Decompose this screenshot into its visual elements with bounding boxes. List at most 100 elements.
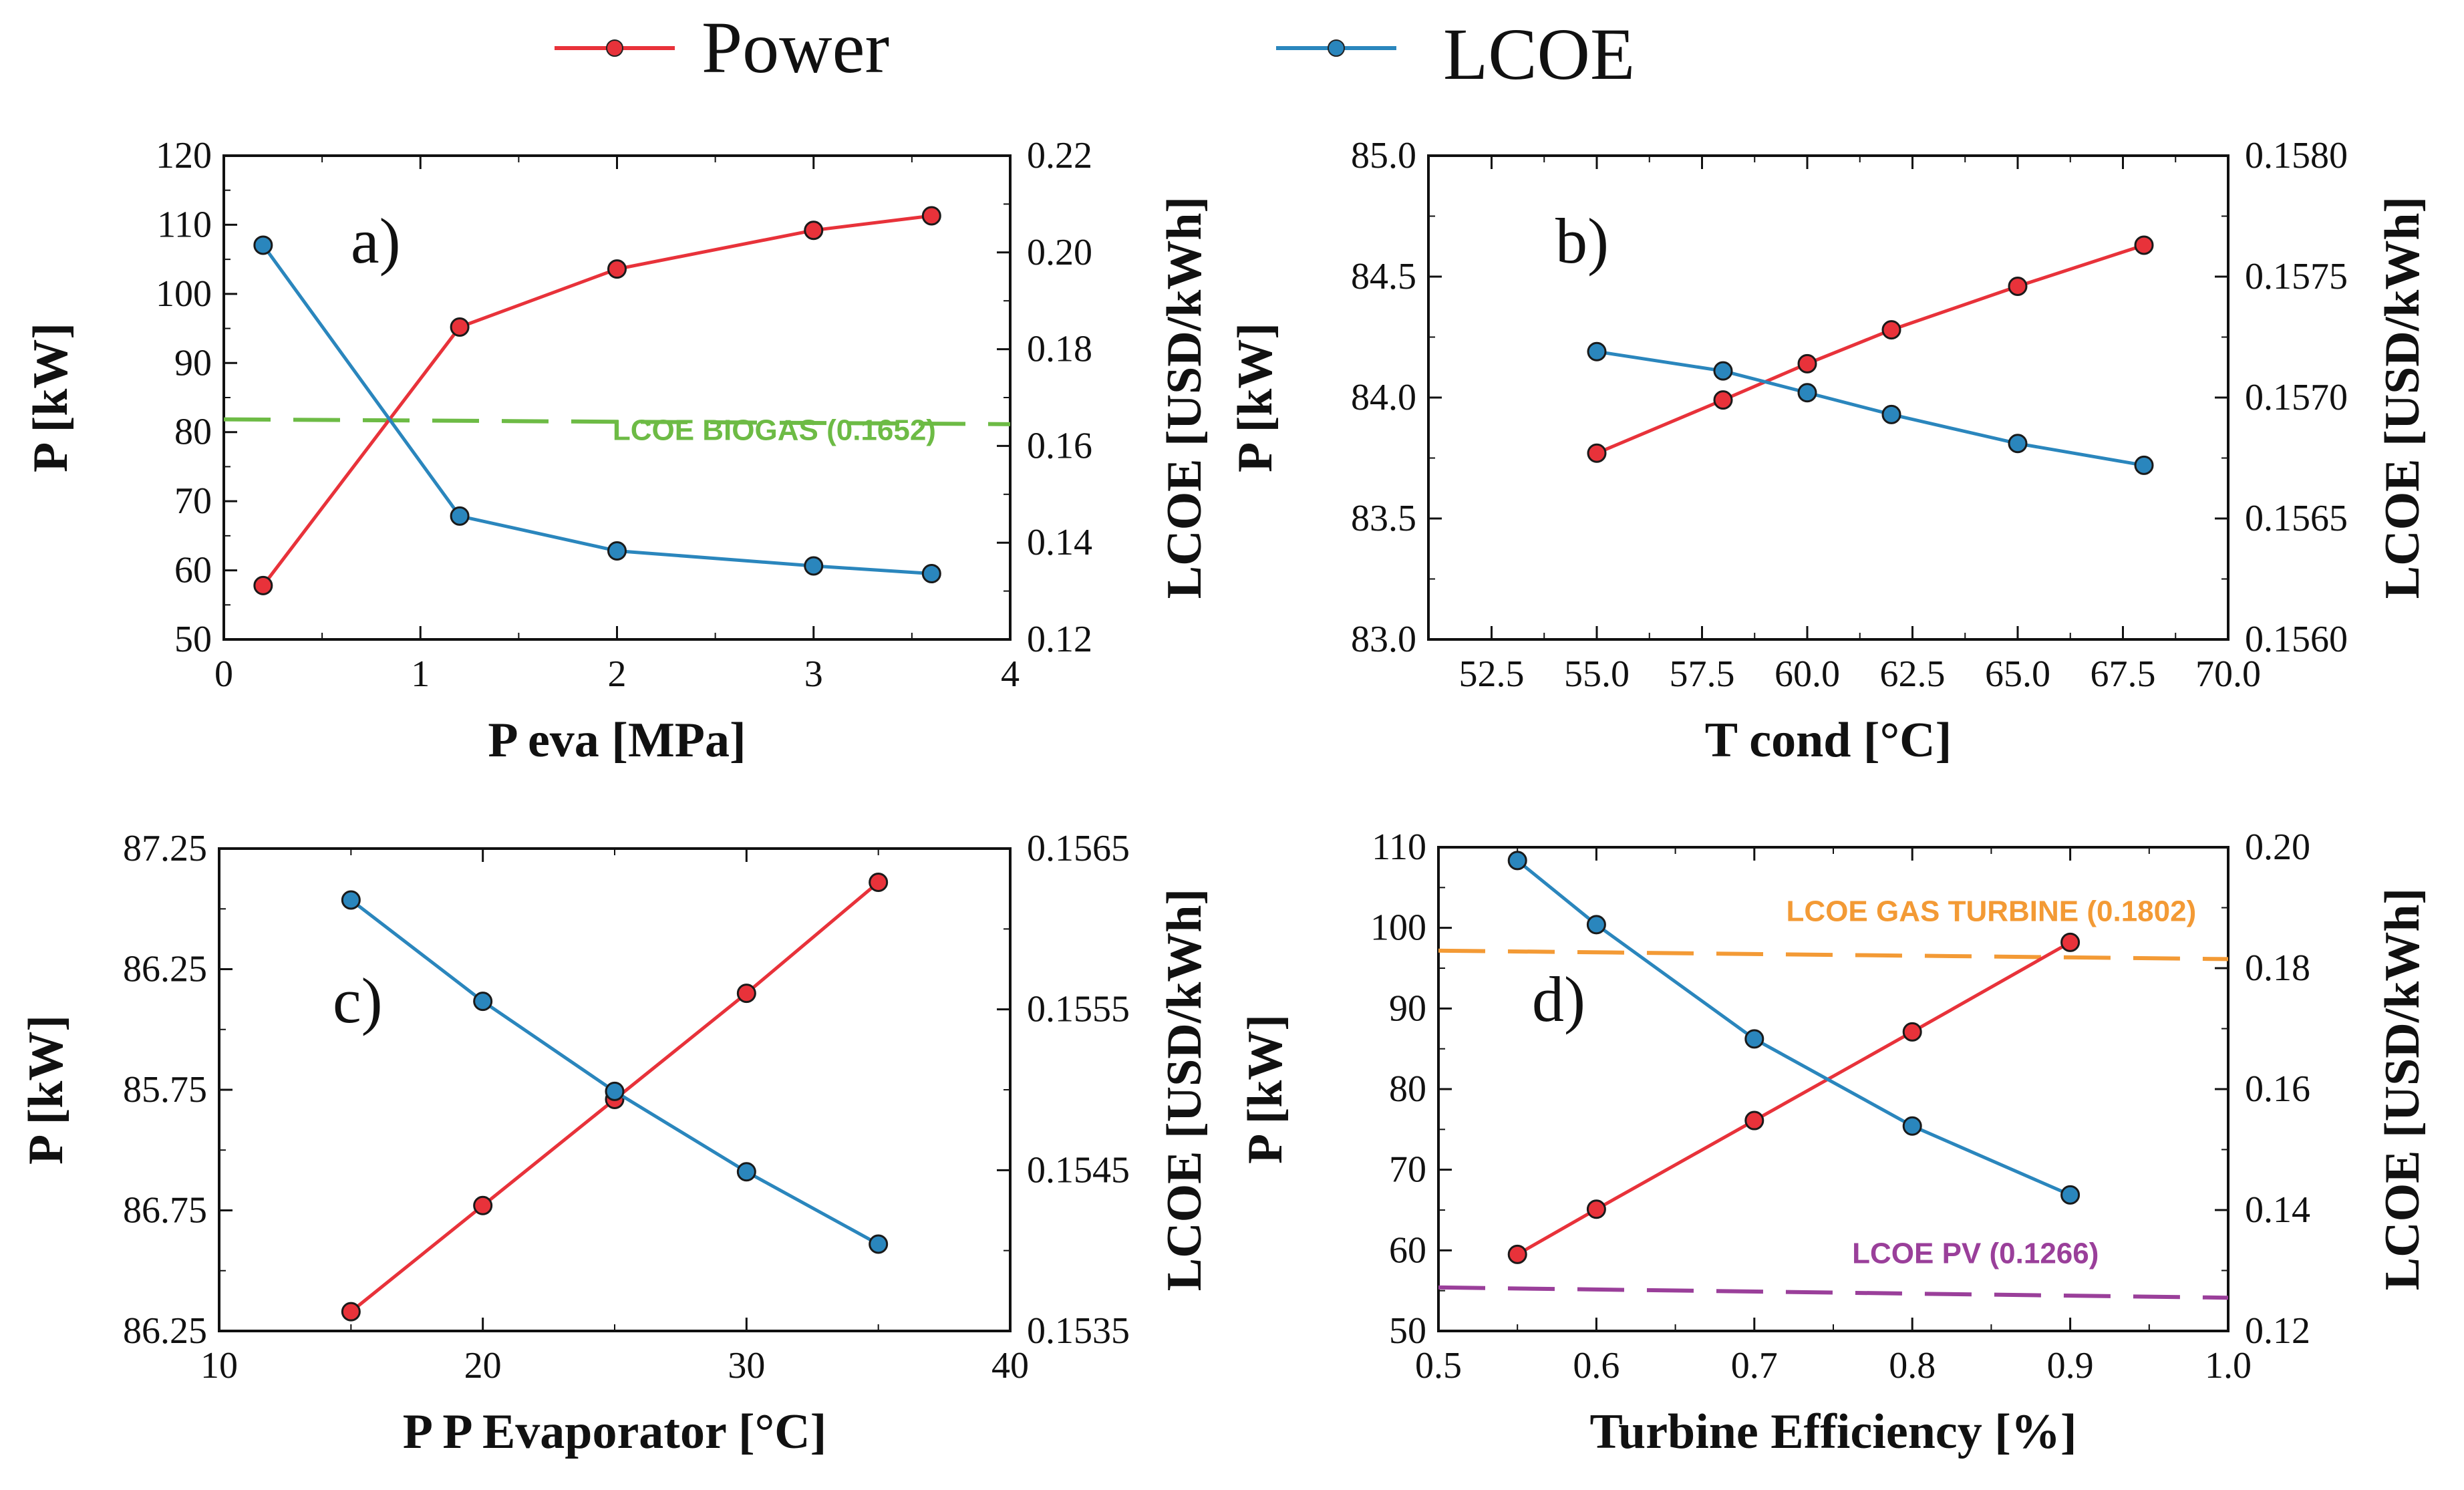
series-line-lcoe	[261, 244, 932, 576]
x-tick-label: 3	[804, 653, 823, 695]
y-tick-label: 80	[1389, 1068, 1426, 1110]
y2-tick-label: 0.16	[1027, 425, 1092, 466]
reference-line	[1438, 1285, 2229, 1300]
panel-label: c)	[333, 965, 383, 1036]
x-axis-title: P P Evaporator [°C]	[403, 1404, 827, 1459]
series-line-lcoe	[349, 899, 879, 1246]
y2-tick-label: 0.1560	[2245, 619, 2348, 660]
data-point-lcoe	[2060, 1185, 2081, 1205]
reference-label: LCOE PV (0.1266)	[1852, 1237, 2099, 1270]
y-tick-label: 60	[1389, 1229, 1426, 1271]
y2-tick-label: 0.18	[1027, 329, 1092, 370]
data-point-power	[1744, 1110, 1764, 1131]
x-tick-label: 60.0	[1775, 653, 1840, 695]
data-point-power	[804, 220, 824, 241]
x-tick-label: 1.0	[2205, 1345, 2252, 1386]
x-axis-title: T cond [°C]	[1705, 713, 1952, 768]
data-point-power	[253, 575, 273, 595]
data-point-lcoe	[804, 556, 824, 576]
panel-label: b)	[1555, 205, 1609, 277]
data-point-power	[921, 206, 941, 226]
y2-tick-label: 0.22	[1027, 135, 1092, 176]
data-point-lcoe	[607, 541, 627, 561]
x-tick-label: 70.0	[2195, 653, 2261, 695]
series-line-lcoe	[1596, 349, 2145, 467]
x-tick-label: 20	[464, 1345, 502, 1386]
data-point-lcoe	[450, 506, 470, 526]
y-tick-label: 80	[174, 412, 212, 453]
data-point-power	[341, 1302, 361, 1322]
data-point-power	[1507, 1244, 1527, 1264]
data-point-lcoe	[1586, 915, 1606, 935]
legend-power-marker	[606, 39, 623, 57]
y-tick-label: 50	[174, 619, 212, 660]
x-tick-label: 0	[214, 653, 233, 695]
legend-lcoe-label: LCOE	[1443, 13, 1635, 95]
y-tick-label: 70	[1389, 1149, 1426, 1191]
y2-tick-label: 0.1575	[2245, 256, 2348, 297]
y-tick-label: 70	[174, 480, 212, 522]
panel-label: d)	[1532, 963, 1585, 1035]
y-tick-label: 86.25	[123, 949, 207, 990]
data-point-lcoe	[1713, 361, 1733, 381]
data-point-lcoe	[341, 890, 361, 910]
y-tick-label: 86.75	[123, 1190, 207, 1231]
data-point-power	[473, 1195, 493, 1215]
data-point-lcoe	[869, 1234, 889, 1254]
data-point-power	[1902, 1022, 1922, 1042]
y-axis-title: P [kW]	[23, 323, 78, 472]
x-axis-title: Turbine Efficiency [%]	[1589, 1404, 2076, 1459]
x-tick-label: 2	[608, 653, 627, 695]
y-tick-label: 85.0	[1351, 135, 1416, 176]
x-tick-label: 4	[1001, 653, 1020, 695]
x-tick-label: 67.5	[2091, 653, 2156, 695]
y2-axis-title: LCOE [USD/kWh]	[2375, 888, 2430, 1290]
y2-tick-label: 0.1545	[1027, 1149, 1130, 1191]
data-point-lcoe	[736, 1162, 756, 1182]
x-tick-label: 57.5	[1670, 653, 1735, 695]
x-tick-label: 40	[991, 1345, 1029, 1386]
y-tick-label: 83.5	[1351, 498, 1416, 539]
y2-tick-label: 0.16	[2245, 1068, 2310, 1110]
x-tick-label: 62.5	[1880, 653, 1946, 695]
data-point-power	[2008, 276, 2028, 296]
legend-lcoe-marker	[1328, 39, 1345, 57]
data-point-power	[1587, 443, 1607, 463]
data-point-lcoe	[253, 235, 273, 255]
y-tick-label: 120	[156, 135, 212, 176]
data-point-power	[1713, 390, 1733, 410]
y2-tick-label: 0.1570	[2245, 377, 2348, 418]
y-tick-label: 90	[1389, 988, 1426, 1029]
chart-b: 52.5 55.0 57.5 60.0 62.5 65.0 67.5 70.0 83.0 83.5…	[1228, 135, 2430, 768]
y-tick-label: 100	[1370, 907, 1426, 949]
y2-tick-label: 0.20	[2245, 827, 2310, 868]
series-line-power	[1596, 243, 2145, 455]
y-tick-label: 60	[174, 550, 212, 591]
data-point-lcoe	[2134, 455, 2154, 475]
chart-panels: 0 1 2 3 4 50 60 70 80 90 100 110 120 0.12 0.14 0.16 0.18…	[19, 135, 2430, 1459]
y-tick-label: 90	[174, 342, 212, 384]
y2-axis-title: LCOE [USD/kWh]	[1157, 889, 1212, 1291]
data-point-lcoe	[1744, 1029, 1764, 1049]
chart-c: 10 20 30 40 86.25 86.75 85.75 86.25 87.25 0.1535 0…	[19, 828, 1212, 1459]
x-tick-label: 10	[200, 1345, 238, 1386]
panel-label: a)	[351, 205, 401, 277]
y-tick-label: 50	[1389, 1310, 1426, 1352]
y2-tick-label: 0.1555	[1027, 989, 1130, 1030]
y-tick-label: 84.0	[1351, 377, 1416, 418]
data-point-power	[869, 873, 889, 893]
x-tick-label: 55.0	[1564, 653, 1630, 695]
y2-tick-label: 0.12	[1027, 619, 1092, 660]
data-point-lcoe	[605, 1081, 625, 1101]
data-point-lcoe	[1797, 383, 1817, 403]
y-tick-label: 100	[156, 273, 212, 315]
y-tick-label: 85.75	[123, 1069, 207, 1110]
y-tick-label: 110	[157, 204, 212, 245]
y-axis-title: P [kW]	[1238, 1014, 1293, 1164]
y-axis-title: P [kW]	[19, 1015, 73, 1165]
chart-a: 0 1 2 3 4 50 60 70 80 90 100 110 120 0.12 0.14 0.16 0.18…	[23, 135, 1212, 768]
data-point-lcoe	[1507, 851, 1527, 871]
reference-line	[1438, 948, 2229, 961]
data-point-power	[607, 259, 627, 279]
